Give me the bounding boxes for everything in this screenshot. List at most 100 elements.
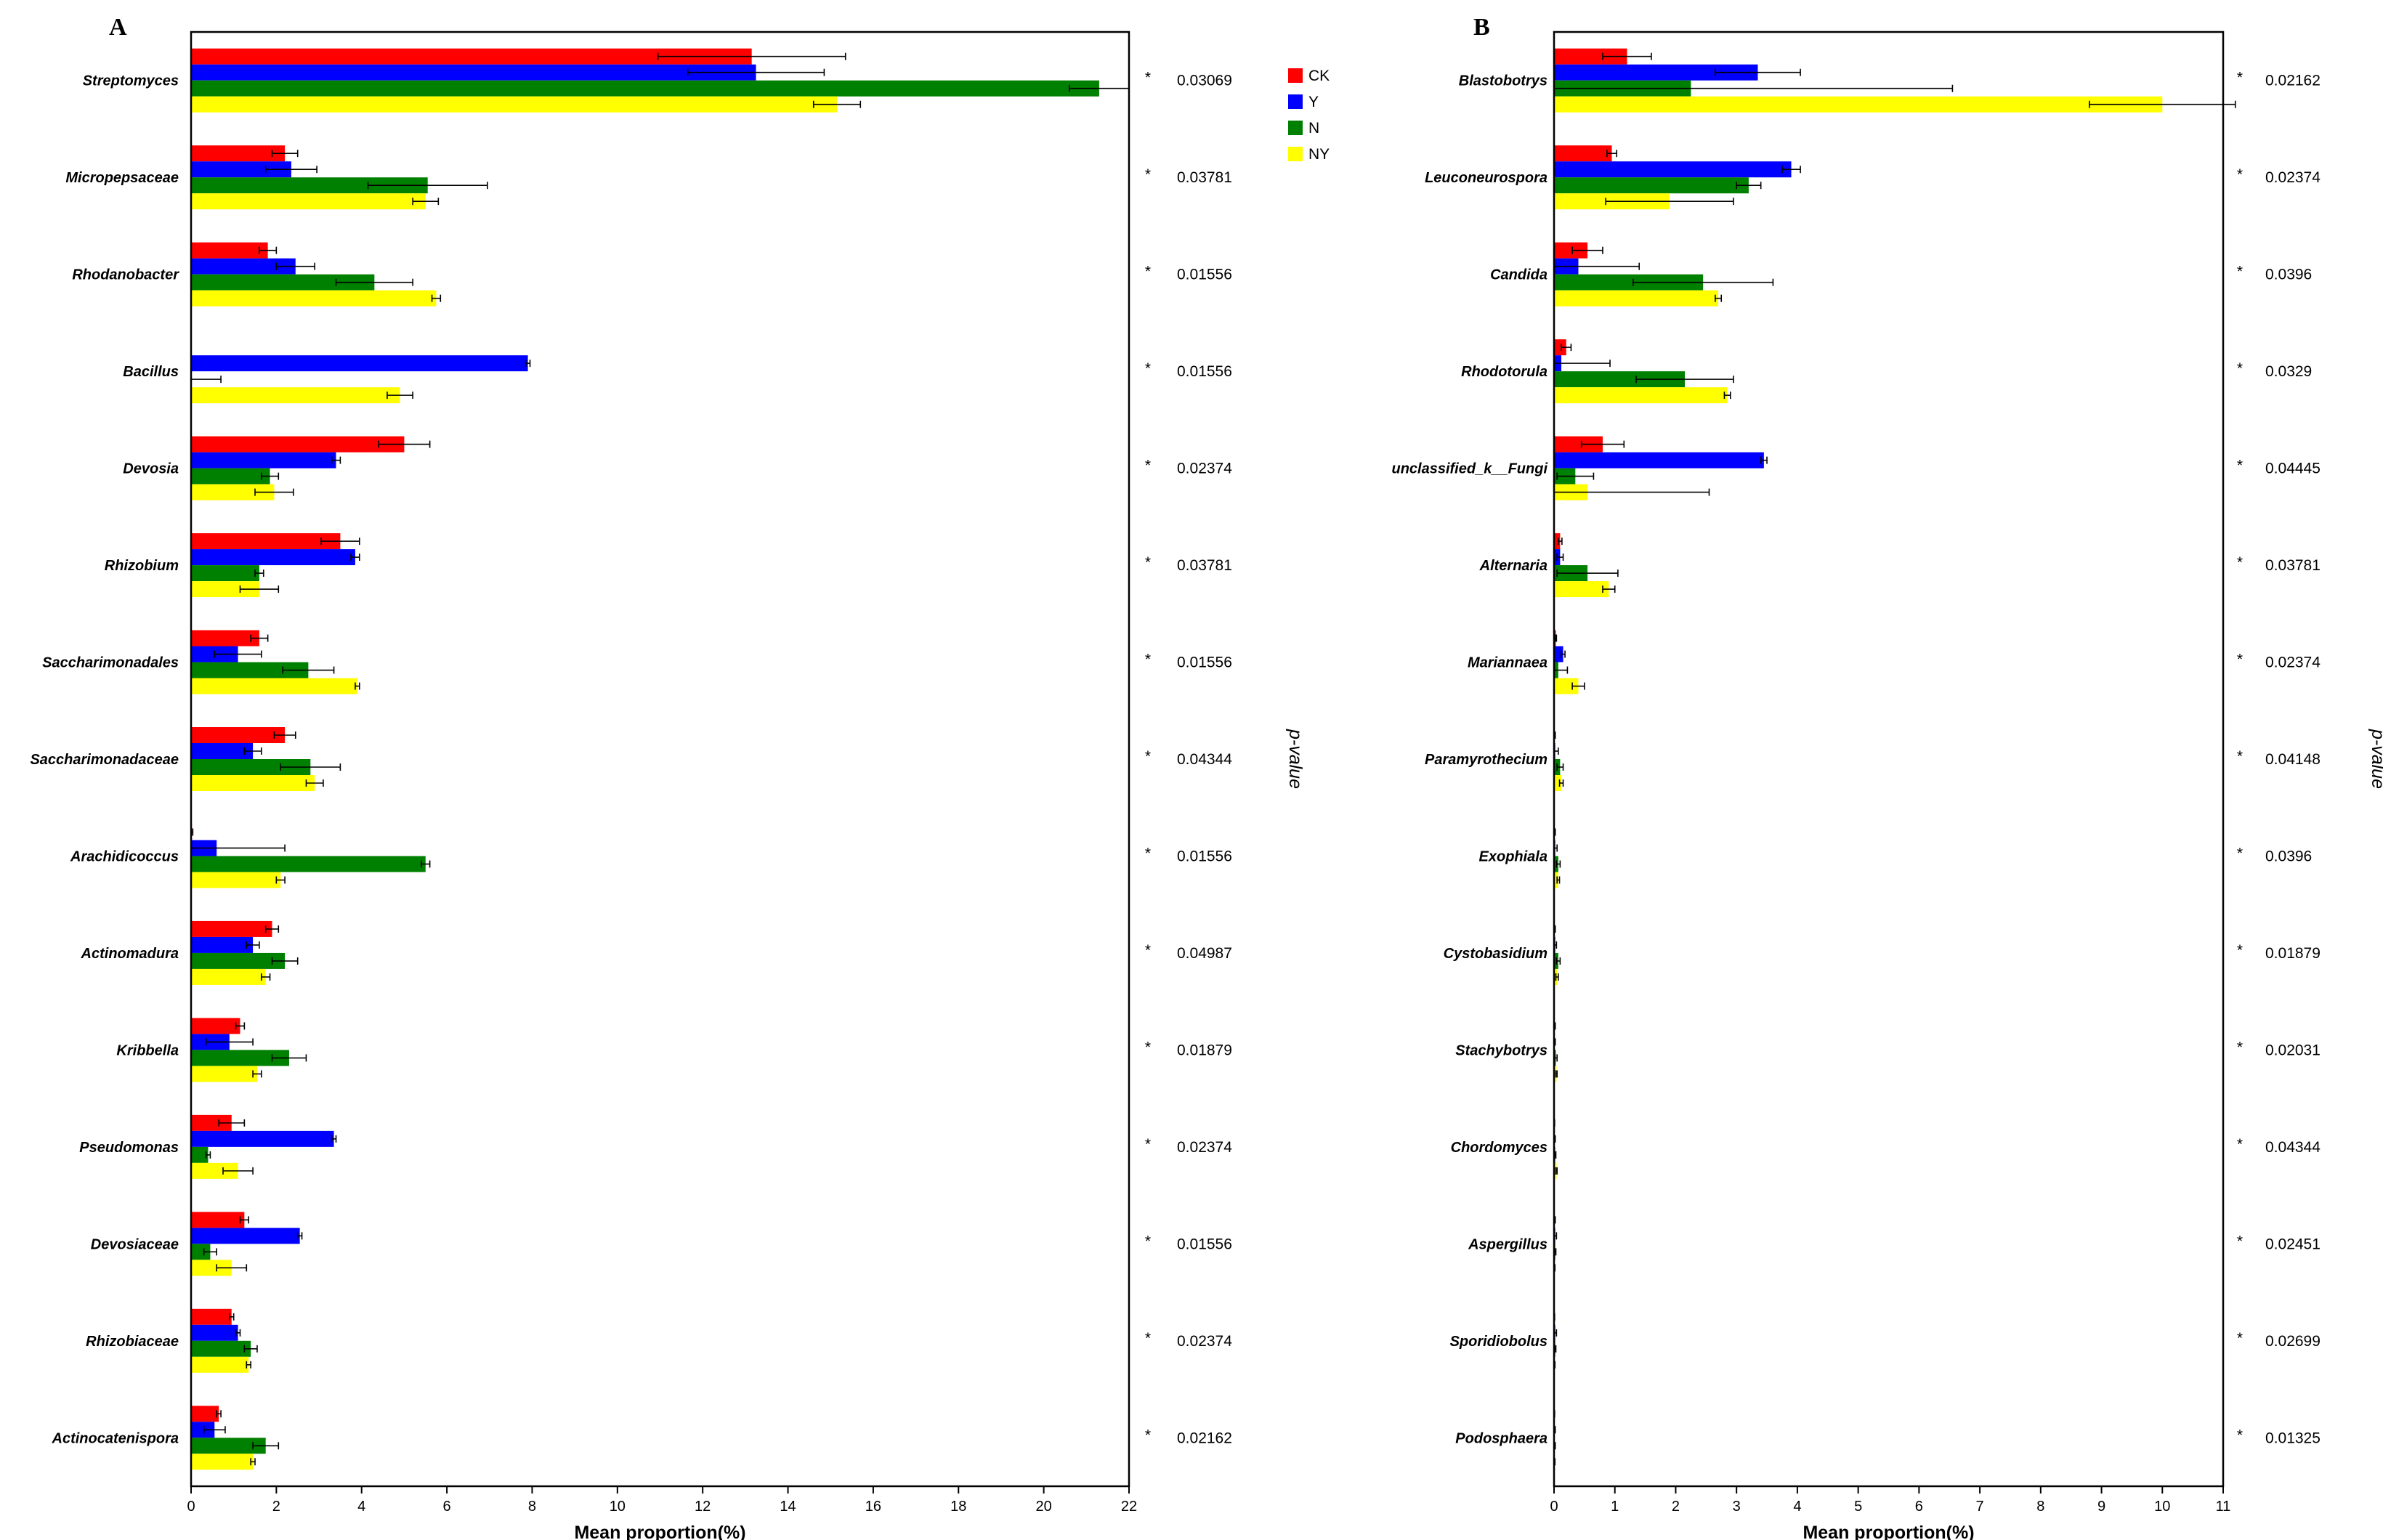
bar-b-3-ck bbox=[1554, 339, 1566, 356]
bar-a-2-n bbox=[191, 274, 375, 291]
category-label-b-10: Stachybotrys bbox=[1455, 1042, 1547, 1058]
p-value-b-1: 0.02374 bbox=[2265, 169, 2321, 186]
bar-b-7-ny bbox=[1554, 775, 1562, 791]
x-tick-label-b-0: 0 bbox=[1550, 1499, 1558, 1515]
category-label-a-14: Actinocatenispora bbox=[52, 1430, 179, 1446]
p-value-a-1: 0.03781 bbox=[1177, 169, 1232, 186]
bar-a-9-y bbox=[191, 936, 254, 953]
error-bar-a-9-n bbox=[271, 957, 299, 965]
error-bar-b-2-ny bbox=[1715, 294, 1723, 302]
bar-b-1-ck bbox=[1554, 145, 1612, 162]
x-tick-label-a-3: 6 bbox=[443, 1499, 451, 1515]
error-bar-a-5-n bbox=[254, 570, 264, 578]
error-bar-a-5-ck bbox=[320, 538, 360, 546]
p-value-b-11: 0.04344 bbox=[2265, 1139, 2321, 1156]
bar-b-10-ny bbox=[1554, 1066, 1557, 1082]
bar-a-1-ck bbox=[191, 145, 286, 162]
category-label-a-12: Devosiaceae bbox=[91, 1236, 179, 1252]
error-bar-a-4-ck bbox=[378, 440, 431, 448]
bar-b-0-ny bbox=[1554, 96, 2163, 113]
error-bar-a-3-n bbox=[190, 376, 222, 384]
error-bar-b-7-n bbox=[1556, 763, 1564, 771]
p-value-b-13: 0.02699 bbox=[2265, 1333, 2321, 1350]
p-value-b-5: 0.03781 bbox=[2265, 557, 2321, 574]
significance-star-b-0: * bbox=[2237, 70, 2243, 86]
x-tick-label-a-7: 14 bbox=[780, 1499, 796, 1515]
legend-label-ny: NY bbox=[1308, 146, 1330, 163]
category-label-b-11: Chordomyces bbox=[1451, 1140, 1547, 1156]
bar-a-5-ck bbox=[191, 533, 341, 550]
error-bar-a-9-ck bbox=[264, 925, 280, 933]
x-axis-title-b: Mean proportion(%) bbox=[1803, 1523, 1974, 1540]
bar-a-4-ck bbox=[191, 436, 405, 453]
bar-a-4-ny bbox=[191, 484, 275, 500]
significance-star-a-10: * bbox=[1145, 1039, 1151, 1055]
bar-a-0-ck bbox=[191, 48, 752, 65]
category-label-a-6: Saccharimonadales bbox=[42, 655, 179, 671]
bar-a-13-ck bbox=[191, 1308, 232, 1325]
bar-a-2-y bbox=[191, 258, 296, 275]
bar-a-13-y bbox=[191, 1324, 238, 1341]
error-bar-b-8-ny bbox=[1556, 876, 1561, 884]
category-label-a-8: Arachidicoccus bbox=[70, 848, 179, 864]
category-label-b-13: Sporidiobolus bbox=[1450, 1334, 1547, 1350]
p-value-a-7: 0.04344 bbox=[1177, 751, 1232, 768]
p-value-a-2: 0.01556 bbox=[1177, 267, 1232, 283]
significance-star-b-9: * bbox=[2237, 942, 2243, 959]
significance-star-a-12: * bbox=[1145, 1233, 1151, 1249]
p-value-b-8: 0.0396 bbox=[2265, 848, 2312, 864]
bar-a-14-ny bbox=[191, 1454, 254, 1470]
category-label-a-7: Saccharimonadaceae bbox=[30, 752, 179, 768]
category-label-a-11: Pseudomonas bbox=[79, 1140, 179, 1156]
error-bar-a-1-y bbox=[264, 166, 317, 174]
error-bar-a-10-y bbox=[205, 1038, 254, 1046]
category-label-b-8: Exophiala bbox=[1479, 848, 1547, 864]
error-bar-b-9-n bbox=[1555, 957, 1561, 965]
legend-label-n: N bbox=[1308, 120, 1319, 137]
p-value-a-6: 0.01556 bbox=[1177, 654, 1232, 671]
bar-a-7-ck bbox=[191, 727, 286, 743]
p-value-axis-title-a: p-value bbox=[1285, 729, 1306, 789]
bar-b-11-ny bbox=[1554, 1162, 1557, 1179]
error-bar-a-0-y bbox=[687, 68, 825, 76]
error-bar-a-4-y bbox=[331, 456, 341, 464]
significance-star-a-11: * bbox=[1145, 1136, 1151, 1153]
significance-star-a-4: * bbox=[1145, 458, 1151, 474]
bar-a-7-n bbox=[191, 759, 311, 775]
error-bar-a-8-ny bbox=[275, 876, 286, 884]
bar-b-4-y bbox=[1554, 452, 1764, 469]
x-tick-label-a-11: 22 bbox=[1121, 1499, 1137, 1515]
error-bar-a-3-y bbox=[525, 360, 531, 368]
p-value-b-3: 0.0329 bbox=[2265, 363, 2312, 380]
x-tick-label-b-5: 5 bbox=[1854, 1499, 1862, 1515]
bar-a-14-y bbox=[191, 1422, 215, 1438]
error-bar-b-3-ck bbox=[1561, 344, 1572, 352]
x-tick-label-b-2: 2 bbox=[1672, 1499, 1680, 1515]
p-value-b-14: 0.01325 bbox=[2265, 1430, 2321, 1446]
error-bar-b-3-n bbox=[1635, 376, 1734, 384]
error-bar-a-13-ck bbox=[229, 1313, 235, 1321]
significance-star-b-4: * bbox=[2237, 458, 2243, 474]
p-value-b-7: 0.04148 bbox=[2265, 751, 2321, 768]
error-bar-b-3-y bbox=[1553, 360, 1611, 368]
category-label-a-9: Actinomadura bbox=[81, 946, 179, 962]
bar-a-12-n bbox=[191, 1244, 211, 1260]
error-bar-b-6-y bbox=[1561, 650, 1566, 658]
error-bar-b-2-n bbox=[1633, 278, 1774, 286]
category-label-b-9: Cystobasidium bbox=[1444, 946, 1547, 962]
legend-swatch-ny bbox=[1288, 147, 1303, 161]
error-bar-a-13-n bbox=[243, 1345, 258, 1353]
legend-swatch-ck bbox=[1288, 68, 1303, 83]
error-bar-a-11-ny bbox=[222, 1167, 254, 1175]
bar-a-0-y bbox=[191, 64, 756, 81]
error-bar-a-6-ck bbox=[250, 634, 269, 642]
category-label-b-5: Alternaria bbox=[1479, 558, 1547, 574]
error-bar-a-0-ck bbox=[657, 52, 846, 60]
error-bar-b-4-n bbox=[1556, 472, 1595, 480]
error-bar-a-7-ny bbox=[305, 779, 324, 787]
category-label-a-13: Rhizobiaceae bbox=[86, 1334, 179, 1350]
bar-a-3-y bbox=[191, 355, 528, 372]
bar-a-6-n bbox=[191, 662, 309, 678]
error-bar-a-4-ny bbox=[254, 488, 294, 496]
error-bar-b-0-ny bbox=[2089, 100, 2236, 108]
